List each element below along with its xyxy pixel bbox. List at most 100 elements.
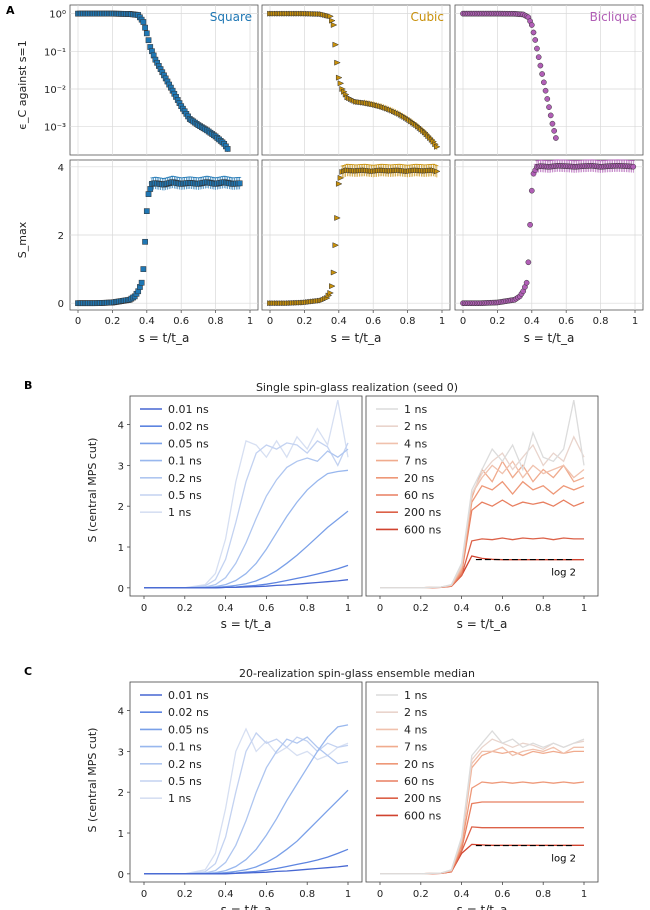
panel-a-topology-label-biclique: Biclique — [590, 10, 637, 24]
panel-b-right-xtick-label-4: 0.8 — [535, 603, 551, 614]
panel-b-left-xtick-label-5: 1 — [345, 603, 351, 614]
panel-a-top-point-1-38 — [332, 41, 340, 48]
panel-b-ytick-label-0: 0 — [118, 584, 124, 595]
panel-a-top-point-1-40 — [335, 74, 343, 81]
panel-a-ytick-top-2: 10⁻² — [44, 85, 66, 96]
panel-c-right-xtick-label-3: 0.6 — [494, 889, 510, 900]
panel-a-bottom-point-1-38 — [332, 242, 340, 249]
panel-a-bottom-point-2-38 — [525, 259, 532, 266]
panel-a-xtick-label-1-4: 0.8 — [400, 316, 416, 327]
panel-c-left-series-line-6 — [144, 727, 349, 875]
panel-letter-a: A — [6, 4, 15, 17]
panel-c-ytick-label-4: 4 — [118, 707, 124, 718]
panel-c-right-legend-label-0: 1 ns — [404, 689, 427, 702]
panel-b-right-legend-label-3: 7 ns — [404, 455, 427, 468]
panel-b-left-series-line-5 — [144, 440, 349, 589]
panel-c-log2-annotation: log 2 — [551, 854, 576, 865]
panel-a-xtick-label-1-2: 0.4 — [331, 316, 347, 327]
panel-a-top-point-1-36 — [329, 17, 336, 24]
panel-a-ytick-top-0: 10⁰ — [49, 10, 66, 21]
panel-c-right-xtick-label-4: 0.8 — [535, 889, 551, 900]
panel-a-xtick-label-1-3: 0.6 — [365, 316, 381, 327]
panel-c-right-xtick-label-1: 0.2 — [413, 889, 429, 900]
panel-a-bottom-point-0-38 — [140, 266, 147, 272]
plots-layer: Square 0 0.2 0.4 0.6 0.8 1 s = t/t_a 10⁰ 10⁻¹ 10⁻²… — [44, 4, 644, 910]
panel-a-ytick-bottom-1: 2 — [58, 231, 64, 242]
panel-b-right-legend-label-5: 60 ns — [404, 489, 434, 502]
panel-c-left-xtick-label-5: 1 — [345, 889, 351, 900]
panel-c-right-xtick-label-5: 1 — [581, 889, 587, 900]
panel-a-top-point-2-40 — [528, 22, 535, 28]
panel-c-right-xtick-label-0: 0 — [377, 889, 383, 900]
panel-a-bottom-point-2-37 — [523, 279, 530, 286]
panel-c-right-legend-label-5: 60 ns — [404, 775, 434, 788]
panel-c-right-legend-label-2: 4 ns — [404, 723, 427, 736]
panel-a-top-point-2-51 — [547, 112, 554, 119]
panel-a-top-axes-biclique — [454, 4, 644, 156]
panel-c-ytick-label-0: 0 — [118, 870, 124, 881]
panel-a-xtick-label-1-5: 1 — [439, 316, 445, 327]
panel-a-top-point-2-47 — [540, 79, 547, 86]
panel-c-ytick-label-3: 3 — [118, 747, 124, 758]
panel-a-xlabel-1: s = t/t_a — [331, 331, 382, 345]
panel-b-left-xtick-label-4: 0.8 — [299, 603, 315, 614]
panel-b-ytick-label-4: 4 — [118, 421, 124, 432]
panel-c-ylabel: S (central MPS cut) — [86, 728, 99, 833]
panel-a-ytick-bottom-0: 0 — [58, 299, 64, 310]
panel-a-top-point-1-39 — [334, 59, 341, 66]
panel-a-top-point-0-40 — [143, 30, 150, 37]
panel-a-xtick-label-2-1: 0.2 — [489, 316, 505, 327]
panel-b-right-legend-label-2: 4 ns — [404, 437, 427, 450]
panel-c-left-xtick-label-4: 0.8 — [299, 889, 315, 900]
panel-c-right-legend-label-4: 20 ns — [404, 758, 434, 771]
panel-b-right-xtick-label-3: 0.6 — [494, 603, 510, 614]
panel-a-top-point-0-41 — [145, 37, 152, 44]
panel-b-right-xtick-label-5: 1 — [581, 603, 587, 614]
panel-c-right-xtick-label-2: 0.4 — [454, 889, 470, 900]
panel-c-title: 20-realization spin-glass ensemble media… — [239, 667, 475, 680]
panel-c-left-xtick-label-2: 0.4 — [218, 889, 234, 900]
panel-c-left-legend-label-4: 0.2 ns — [168, 758, 202, 771]
panel-c-ytick-label-2: 2 — [118, 788, 124, 799]
panel-b-left-xtick-label-2: 0.4 — [218, 603, 234, 614]
panel-b-right-legend-label-7: 600 ns — [404, 523, 441, 536]
panel-a-xtick-label-0-3: 0.6 — [173, 316, 189, 327]
panel-a-top-point-1-97 — [433, 143, 441, 150]
panel-a-xtick-label-0-1: 0.2 — [104, 316, 120, 327]
panel-c-left-legend-label-0: 0.01 ns — [168, 689, 209, 702]
panel-b-left-legend-label-5: 0.5 ns — [168, 489, 202, 502]
panel-b-left-xtick-label-0: 0 — [141, 603, 147, 614]
panel-a-bottom-point-1-35 — [327, 289, 334, 296]
panel-letter-c: C — [24, 665, 32, 678]
panel-b-right-legend-label-1: 2 ns — [404, 420, 427, 433]
panel-a-bottom-point-1-37 — [330, 269, 338, 276]
panel-a-xtick-label-2-4: 0.8 — [593, 316, 609, 327]
panel-b-right-xtick-label-0: 0 — [377, 603, 383, 614]
panel-a-top-point-2-52 — [549, 120, 556, 127]
panel-b-ytick-label-2: 2 — [118, 502, 124, 513]
panel-c-left-legend-label-6: 1 ns — [168, 792, 191, 805]
panel-c-right-legend-label-6: 200 ns — [404, 792, 441, 805]
panel-c-ytick-label-1: 1 — [118, 829, 124, 840]
panel-a-bottom-point-2-39 — [527, 221, 533, 228]
panel-b-left-axes — [129, 395, 363, 597]
panel-b-log2-annotation: log 2 — [551, 568, 576, 579]
panel-a-top-point-1-37 — [330, 21, 338, 28]
panel-a-xtick-label-0-0: 0 — [75, 316, 81, 327]
panel-b-left-legend-label-0: 0.01 ns — [168, 403, 209, 416]
panel-b-left-xtick-label-1: 0.2 — [177, 603, 193, 614]
panel-a-top-point-0-38 — [140, 19, 147, 25]
panel-c-left-legend-label-2: 0.05 ns — [168, 723, 209, 736]
panel-a-top-point-2-54 — [553, 135, 559, 141]
panel-a-bottom-point-0-40 — [143, 208, 150, 214]
panel-b-left-legend-label-2: 0.05 ns — [168, 437, 209, 450]
panel-a-xlabel-2: s = t/t_a — [524, 331, 575, 345]
panel-a-bottom-point-1-39 — [334, 214, 341, 221]
panel-b-ytick-label-3: 3 — [118, 461, 124, 472]
panel-letter-b: B — [24, 379, 32, 392]
panel-b-left-legend-label-4: 0.2 ns — [168, 472, 202, 485]
panel-a-top-point-0-39 — [142, 24, 148, 31]
panel-a-bottom-point-1-41 — [337, 174, 345, 181]
panel-b-right-legend-label-4: 20 ns — [404, 472, 434, 485]
panel-a-xtick-label-0-4: 0.8 — [208, 316, 224, 327]
